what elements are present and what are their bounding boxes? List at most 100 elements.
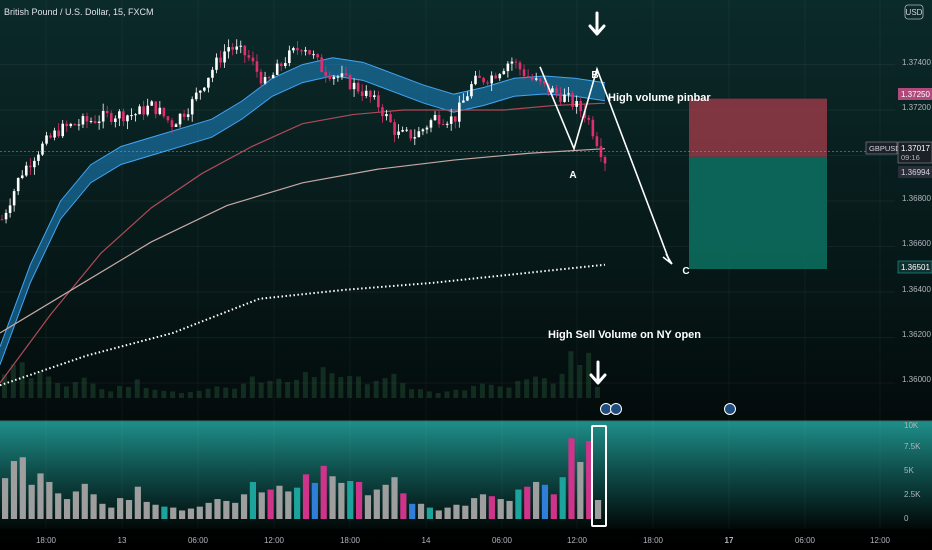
volume-scale[interactable]: 10K 7.5K 5K 2.5K 0 bbox=[904, 421, 921, 523]
background-volume-bar bbox=[258, 382, 264, 398]
volume-bar bbox=[179, 510, 186, 519]
pinbar-note: High volume pinbar bbox=[608, 92, 711, 104]
candle-body bbox=[417, 131, 421, 138]
background-volume-bar bbox=[488, 384, 494, 398]
candle-body bbox=[466, 96, 469, 101]
candle-body bbox=[551, 88, 554, 93]
volume-bar bbox=[249, 481, 256, 519]
volume-bar bbox=[338, 482, 345, 519]
volume-bar bbox=[302, 474, 310, 519]
background-volume-bar bbox=[533, 376, 538, 398]
event-markers bbox=[600, 403, 736, 415]
candlesticks bbox=[0, 39, 607, 224]
candle-body bbox=[356, 82, 360, 92]
background-volume-bar bbox=[435, 393, 441, 398]
last-price-label: 1.37017 bbox=[901, 144, 930, 153]
candle-body bbox=[247, 55, 251, 58]
candle-body bbox=[162, 107, 166, 117]
down-arrow-icon bbox=[589, 360, 607, 385]
candle-body bbox=[571, 93, 574, 107]
price-scale[interactable]: 1.37400 1.37200 1.36800 1.36600 1.36400 … bbox=[902, 58, 931, 384]
uk-flag-icon[interactable] bbox=[724, 403, 736, 415]
background-volume-bar bbox=[594, 387, 600, 398]
price-tick: 1.37400 bbox=[902, 58, 931, 67]
stop-loss-zone[interactable] bbox=[689, 98, 827, 157]
background-volume-bar bbox=[276, 378, 282, 398]
candle-body bbox=[199, 90, 202, 93]
background-volume-bar bbox=[453, 389, 459, 398]
background-volume-bar bbox=[373, 380, 379, 398]
candle-body bbox=[530, 77, 534, 80]
background-volume-bar bbox=[524, 379, 530, 398]
volume-bar bbox=[161, 506, 168, 519]
price-tick: 1.36600 bbox=[902, 239, 931, 248]
background-volume-bar bbox=[170, 391, 176, 398]
candle-body bbox=[490, 75, 493, 84]
candle-body bbox=[142, 106, 145, 115]
volume-bar bbox=[533, 481, 540, 519]
candle-body bbox=[328, 75, 332, 80]
candle-body bbox=[77, 124, 81, 126]
volume-bar bbox=[276, 485, 283, 519]
volume-bar bbox=[63, 499, 71, 519]
candle-body bbox=[300, 50, 303, 52]
volume-bar bbox=[462, 505, 469, 519]
candle-body bbox=[126, 115, 129, 122]
abc-annotation bbox=[539, 66, 673, 265]
us-flag-icon[interactable] bbox=[600, 403, 612, 415]
background-volume-bar bbox=[214, 386, 220, 398]
time-label: 12:00 bbox=[264, 536, 285, 545]
background-volume-bar bbox=[99, 389, 105, 398]
candle-body bbox=[69, 123, 73, 127]
candle-body bbox=[352, 82, 356, 90]
candle-body bbox=[401, 130, 404, 132]
position-zones bbox=[689, 98, 827, 270]
candle-body bbox=[4, 212, 8, 220]
background-volume-bar bbox=[143, 388, 149, 398]
candle-body bbox=[178, 113, 182, 125]
abc-path bbox=[539, 66, 671, 263]
background-volume-bar bbox=[81, 377, 87, 398]
background-volume-bar bbox=[417, 389, 423, 398]
volume-bar bbox=[426, 507, 433, 519]
candle-body bbox=[482, 77, 485, 83]
ema-band-upper bbox=[0, 57, 606, 347]
uk-flag-icon[interactable] bbox=[610, 403, 622, 415]
candle-body bbox=[271, 74, 275, 79]
time-axis[interactable]: 18:00 13 06:00 12:00 18:00 14 06:00 12:0… bbox=[36, 536, 891, 545]
ma-pink-line bbox=[0, 148, 606, 334]
background-volume-bar bbox=[559, 373, 565, 398]
candle-body bbox=[470, 84, 473, 97]
time-label: 14 bbox=[422, 536, 431, 545]
candle-body bbox=[109, 113, 113, 122]
candle-body bbox=[522, 69, 526, 77]
volume-bar bbox=[258, 492, 265, 519]
volume-bar bbox=[2, 478, 9, 519]
background-volume-bar bbox=[462, 390, 468, 398]
candle-body bbox=[591, 119, 595, 137]
volume-bar bbox=[391, 477, 398, 519]
background-volume-bar bbox=[506, 387, 512, 398]
background-volume-bar bbox=[479, 383, 485, 398]
candle-body bbox=[575, 100, 578, 107]
candle-body bbox=[61, 123, 65, 137]
candle-body bbox=[579, 100, 583, 112]
background-volume-bar bbox=[28, 378, 34, 398]
currency-button[interactable] bbox=[904, 4, 924, 20]
volume-bar bbox=[196, 506, 203, 519]
take-profit-zone[interactable] bbox=[689, 156, 827, 270]
target-price-tag bbox=[897, 260, 932, 274]
volume-tick: 5K bbox=[904, 466, 914, 475]
candle-body bbox=[603, 157, 607, 164]
candle-body bbox=[413, 137, 417, 139]
volume-bar bbox=[586, 441, 593, 519]
background-volume-bar bbox=[400, 383, 406, 398]
candle-body bbox=[166, 116, 170, 121]
symbol-title[interactable]: British Pound / U.S. Dollar, 15, FXCM bbox=[4, 7, 154, 17]
candle-body bbox=[441, 124, 445, 126]
background-volume-bar bbox=[134, 379, 140, 398]
volume-bar bbox=[55, 493, 62, 519]
label-b: B bbox=[591, 70, 598, 81]
volume-bar bbox=[285, 491, 292, 519]
